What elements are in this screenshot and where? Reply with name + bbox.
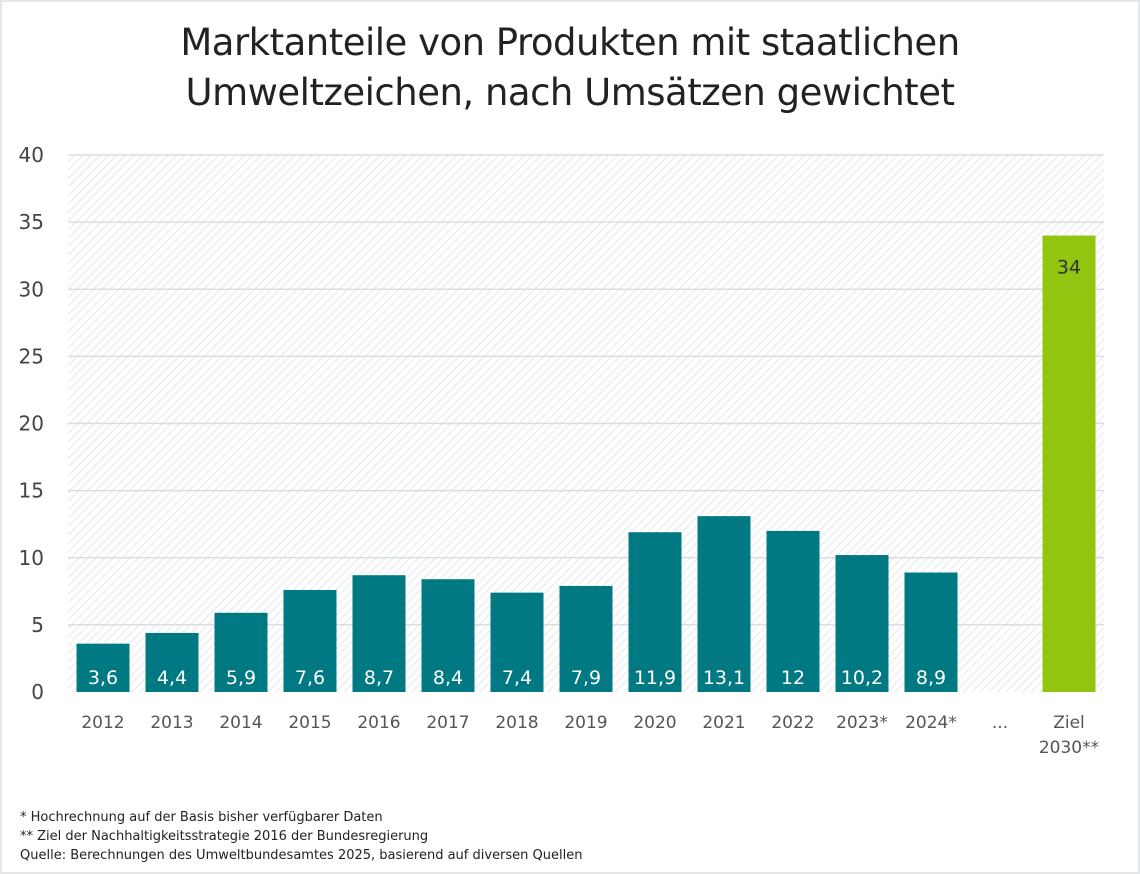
data-label: 8,7	[364, 667, 394, 689]
data-label: 7,9	[571, 667, 601, 689]
bar	[904, 572, 958, 692]
data-label: 8,9	[916, 667, 946, 689]
x-tick-label: 2020	[633, 713, 676, 733]
x-tick-label: 2016	[357, 713, 400, 733]
data-label: 3,6	[88, 667, 118, 689]
bar	[835, 555, 889, 692]
x-tick-label: 2030**	[1039, 738, 1099, 758]
y-tick-label: 15	[19, 479, 44, 503]
bar	[766, 530, 820, 692]
data-label: 7,6	[295, 667, 325, 689]
bar	[352, 575, 406, 692]
y-tick-label: 40	[19, 143, 44, 167]
bar	[76, 643, 130, 692]
footnotes: * Hochrechnung auf der Basis bisher verf…	[20, 808, 582, 865]
data-label: 5,9	[226, 667, 256, 689]
footnote-estimate: * Hochrechnung auf der Basis bisher verf…	[20, 810, 383, 825]
data-label: 8,4	[433, 667, 463, 689]
bar	[628, 532, 682, 692]
data-label: 7,4	[502, 667, 532, 689]
y-tick-label: 30	[19, 277, 44, 301]
footnote-source: Quelle: Berechnungen des Umweltbundesamt…	[20, 848, 583, 863]
x-tick-label: 2018	[495, 713, 538, 733]
title-line-2: Umweltzeichen, nach Umsätzen gewichtet	[185, 71, 955, 114]
data-label: 11,9	[634, 667, 676, 689]
footnote-target: ** Ziel der Nachhaltigkeitsstrategie 201…	[20, 829, 429, 844]
x-tick-label: 2015	[288, 713, 331, 733]
y-tick-label: 0	[31, 680, 44, 704]
x-tick-label: 2013	[150, 713, 193, 733]
y-tick-label: 10	[19, 546, 44, 570]
y-tick-label: 5	[31, 613, 44, 637]
x-tick-label: 2014	[219, 713, 262, 733]
bar	[697, 516, 751, 692]
bar	[283, 589, 337, 692]
data-label: 12	[781, 667, 805, 689]
data-label: 34	[1057, 257, 1081, 279]
bar	[421, 579, 475, 692]
x-tick-label: ...	[992, 713, 1008, 733]
x-tick-label: 2024*	[905, 713, 957, 733]
bar	[145, 632, 199, 692]
data-label: 13,1	[703, 667, 745, 689]
bar	[490, 592, 544, 692]
data-label: 10,2	[841, 667, 883, 689]
x-tick-label: 2021	[702, 713, 745, 733]
bar	[214, 612, 268, 692]
chart-title: Marktanteile von Produkten mit staatlich…	[0, 18, 1140, 118]
y-tick-label: 20	[19, 412, 44, 436]
target-bar	[1042, 235, 1096, 693]
x-tick-label: 2022	[771, 713, 814, 733]
x-tick-label: 2019	[564, 713, 607, 733]
x-tick-label: Ziel	[1053, 713, 1085, 733]
x-tick-label: 2023*	[836, 713, 888, 733]
y-tick-label: 35	[19, 210, 44, 234]
bar	[559, 585, 613, 692]
title-line-1: Marktanteile von Produkten mit staatlich…	[180, 21, 960, 64]
x-tick-label: 2012	[81, 713, 124, 733]
x-tick-label: 2017	[426, 713, 469, 733]
data-label: 4,4	[157, 667, 187, 689]
y-tick-label: 25	[19, 344, 44, 368]
